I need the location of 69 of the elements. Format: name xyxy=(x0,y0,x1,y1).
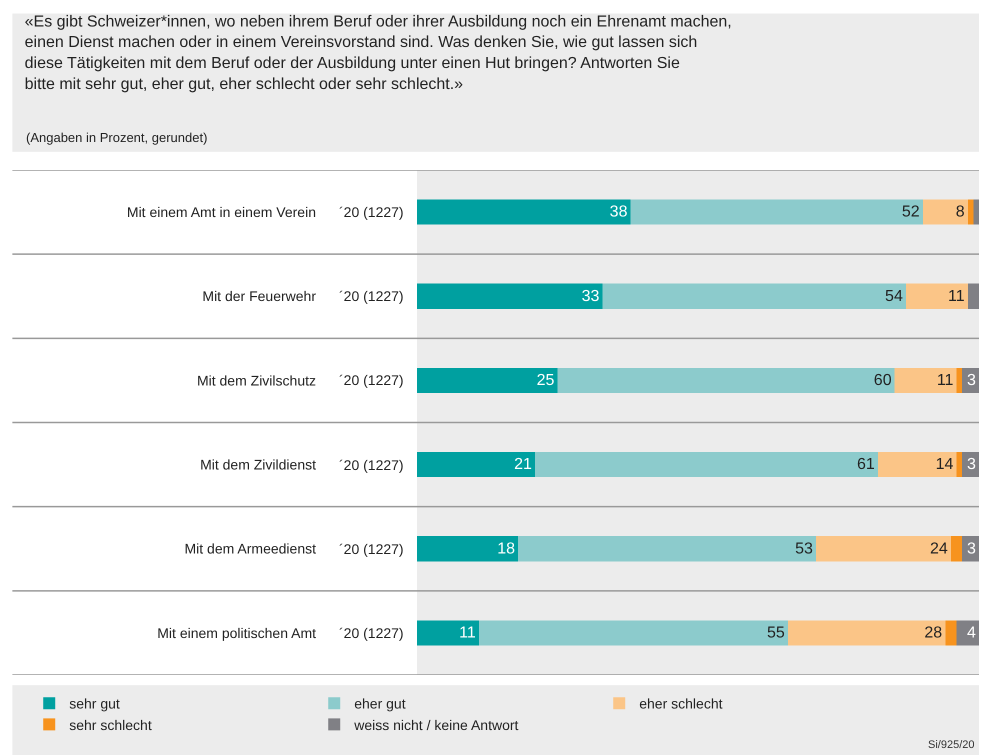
bar xyxy=(945,620,957,646)
chart-title: «Es gibt Schweizer*innen, wo neben ihrem Beruf oder ihrer Ausbildung noch ein Ehrenamt machen, einen Dienst machen oder in einem Vereinsvorstand sind. Was denken Sie, wie gut lassen sich diese Tätigkeiten mit dem Beruf oder der Ausbildung unter einen Hut bringen? Antworten Sie bitte mit sehr gut, eher gut, eher schlecht oder sehr schlecht.» xyxy=(24,13,732,93)
legend-label: eher gut xyxy=(354,696,406,712)
bar xyxy=(630,199,923,225)
data-label: 61 xyxy=(856,456,875,474)
data-label: 38 xyxy=(610,204,628,221)
legend-label: sehr schlecht xyxy=(69,716,152,733)
bar xyxy=(968,284,979,309)
bar xyxy=(417,368,558,394)
bar xyxy=(788,620,946,646)
y2-tick-label: ´20 (1227) xyxy=(339,372,404,388)
bar xyxy=(973,199,979,225)
y-tick-label: Mit dem Zivildienst xyxy=(200,456,316,472)
data-label: 14 xyxy=(936,456,954,474)
data-label: 11 xyxy=(936,372,954,389)
bar xyxy=(478,620,788,646)
data-label: 11 xyxy=(948,288,965,305)
y2-tick-label: ´20 (1227) xyxy=(339,457,404,473)
y2-tick-label: ´20 (1227) xyxy=(339,541,404,557)
data-label: 3 xyxy=(967,372,976,389)
data-label: 33 xyxy=(582,288,600,305)
bar xyxy=(518,536,816,562)
data-label: 18 xyxy=(497,540,516,558)
data-label: 4 xyxy=(967,624,976,642)
bar xyxy=(950,536,962,562)
data-label: 25 xyxy=(536,372,554,389)
bar xyxy=(878,452,957,478)
text: Si/925/20 xyxy=(928,739,974,751)
y2-tick-label: ´20 (1227) xyxy=(339,625,404,641)
data-label: 8 xyxy=(956,204,965,221)
data-label: 55 xyxy=(767,624,785,642)
bar xyxy=(962,536,979,562)
bar xyxy=(922,199,968,225)
data-label: 3 xyxy=(967,540,976,558)
data-label: 11 xyxy=(459,624,476,642)
y-tick-label: Mit einem politischen Amt xyxy=(157,624,316,641)
data-label: 53 xyxy=(795,540,814,558)
bar xyxy=(417,284,602,309)
data-label: 52 xyxy=(902,204,920,221)
bar xyxy=(535,452,878,478)
bar xyxy=(956,368,962,394)
bar xyxy=(417,452,536,478)
bar xyxy=(956,452,962,478)
data-label: 21 xyxy=(514,456,532,474)
data-label: 3 xyxy=(967,456,976,474)
bar xyxy=(417,620,479,646)
legend-label: eher schlecht xyxy=(639,696,723,712)
bar xyxy=(417,536,518,562)
bar xyxy=(968,199,974,225)
legend-label: sehr gut xyxy=(69,696,120,712)
y-tick-label: Mit einem Amt in einem Verein xyxy=(126,204,316,220)
y-tick-label: Mit der Feuerwehr xyxy=(202,288,316,304)
legend-label: weiss nicht / keine Antwort xyxy=(353,716,519,733)
y2-tick-label: ´20 (1227) xyxy=(339,288,404,304)
text: (Angaben in Prozent, gerundet) xyxy=(26,130,208,145)
bar xyxy=(894,368,957,394)
y2-tick-label: ´20 (1227) xyxy=(339,204,404,220)
data-label: 24 xyxy=(930,540,948,558)
data-label: 28 xyxy=(924,624,942,642)
bar xyxy=(558,368,895,394)
bar xyxy=(956,620,979,646)
bar xyxy=(906,284,968,309)
y-tick-label: Mit dem Armeedienst xyxy=(184,540,316,557)
data-label: 54 xyxy=(885,288,903,305)
bar xyxy=(602,284,906,309)
data-label: 60 xyxy=(874,372,892,389)
bar xyxy=(417,199,631,225)
bar xyxy=(816,536,951,562)
y-tick-label: Mit dem Zivilschutz xyxy=(196,372,316,388)
